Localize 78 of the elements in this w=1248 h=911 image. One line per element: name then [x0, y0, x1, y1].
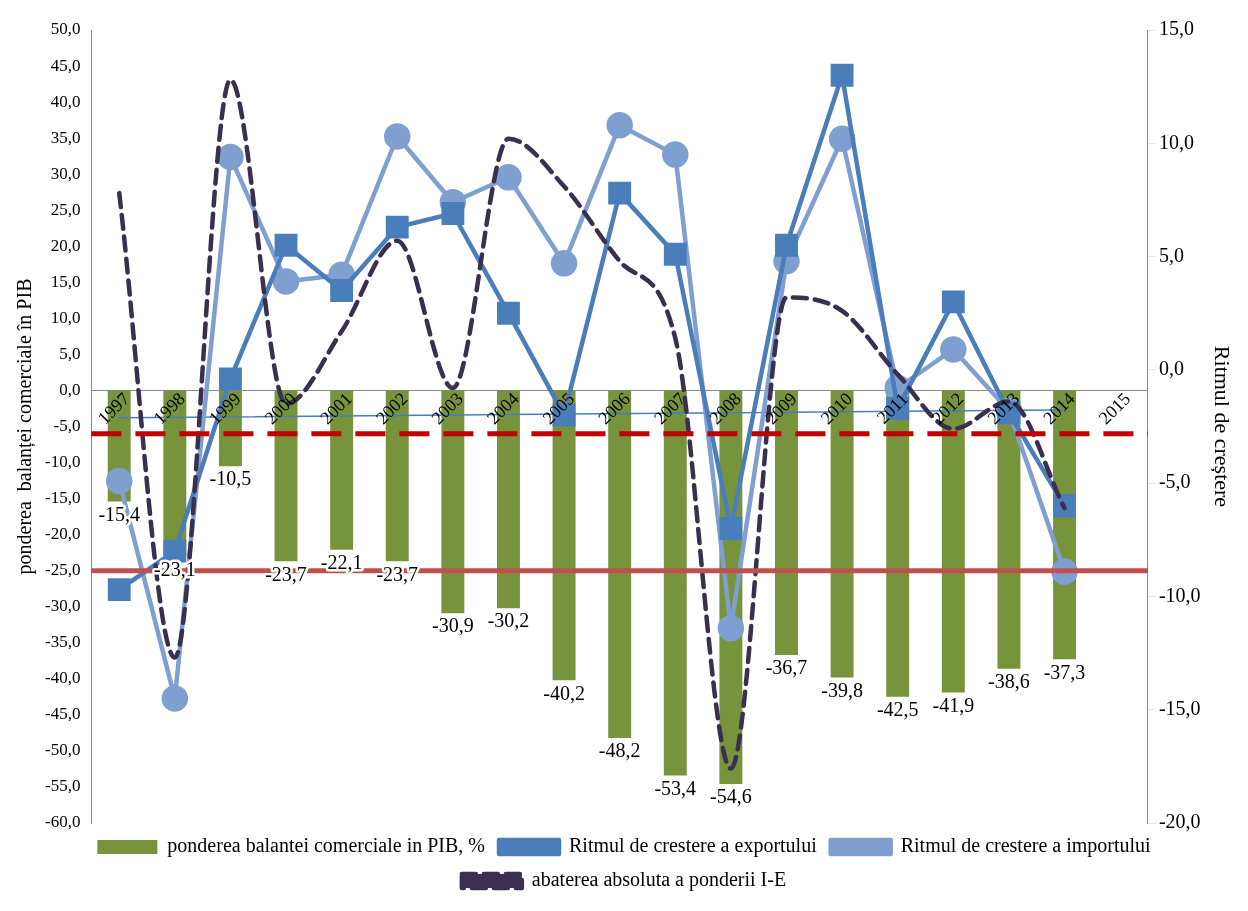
y-tick-label: -10,0	[44, 452, 81, 472]
point	[941, 290, 965, 314]
legend-label: ponderea balantei comerciale in PIB, %	[167, 834, 486, 858]
point	[717, 614, 745, 642]
data-label: -40,2	[543, 681, 585, 704]
y-tick-label: 50,0	[50, 19, 81, 39]
y2-axis-title: Ritmul de creștere	[1210, 345, 1236, 508]
y-tick-label: -35,0	[44, 632, 81, 652]
point	[719, 517, 743, 540]
data-label: -42,5	[876, 698, 919, 721]
y-tick-label: 40,0	[50, 91, 81, 111]
data-label: -36,7	[765, 656, 808, 679]
legend-label: Ritmul de crestere a exportului	[569, 834, 818, 858]
data-label: -30,2	[487, 609, 530, 632]
legend-label: abaterea absoluta a ponderii I-E	[531, 868, 787, 892]
y2-tick-label: 0,0	[1158, 357, 1184, 380]
y-tick-label: -15,0	[44, 488, 81, 508]
point	[606, 111, 633, 139]
y2-tick-label: -5,0	[1158, 470, 1191, 493]
point	[385, 215, 409, 239]
point	[218, 367, 242, 391]
y-tick-label: 35,0	[50, 127, 81, 147]
point	[608, 181, 632, 205]
y-tick-label: -5,0	[53, 415, 81, 435]
y2-tick-label: -20,0	[1158, 810, 1201, 833]
point	[161, 685, 189, 712]
point	[107, 578, 131, 602]
y2-tick-label: -10,0	[1158, 583, 1201, 606]
y-tick-label: -50,0	[44, 740, 81, 760]
point	[163, 539, 187, 563]
y-tick-label: 20,0	[50, 235, 81, 255]
data-label: -10,5	[209, 467, 252, 490]
y-tick-label: -20,0	[44, 524, 81, 544]
data-label: -41,9	[932, 693, 975, 716]
point	[662, 141, 689, 168]
y-tick-label: 15,0	[50, 271, 81, 291]
y2-tick-label: -15,0	[1158, 696, 1201, 719]
y2-tick-label: 10,0	[1158, 130, 1194, 153]
point	[105, 467, 133, 495]
y-tick-label: -55,0	[44, 776, 81, 796]
y-tick-label: 5,0	[59, 343, 81, 363]
data-label: -38,6	[988, 669, 1030, 692]
y-tick-label: -25,0	[44, 560, 81, 580]
point	[663, 242, 687, 266]
y2-tick-label: 5,0	[1158, 243, 1184, 266]
point	[330, 279, 354, 302]
data-label: -53,4	[654, 776, 697, 799]
y-axis-title: ponderea balanței comerciale în PIB	[13, 278, 37, 575]
point	[441, 202, 465, 225]
y-tick-label: -40,0	[44, 668, 81, 688]
y-tick-label: 25,0	[50, 199, 81, 219]
point	[497, 301, 520, 325]
y-tick-label: -60,0	[44, 812, 81, 832]
point	[550, 250, 578, 277]
x-tick-label: 2011	[872, 388, 912, 428]
y-tick-label: 10,0	[50, 307, 81, 327]
y-tick-label: 0,0	[59, 379, 81, 399]
point	[830, 63, 854, 87]
point	[495, 164, 522, 191]
point	[274, 233, 298, 257]
point	[828, 125, 856, 152]
y-tick-label: 45,0	[50, 55, 81, 75]
data-label: -22,1	[320, 551, 363, 574]
y-tick-label: 30,0	[50, 163, 81, 183]
point	[217, 143, 244, 171]
legend-label: Ritmul de crestere a importului	[900, 834, 1152, 858]
data-label: -54,6	[710, 785, 752, 808]
point	[775, 233, 798, 257]
point	[940, 336, 967, 363]
y2-tick-label: 15,0	[1158, 17, 1194, 40]
data-label: -30,9	[432, 614, 474, 637]
y-tick-label: -30,0	[44, 596, 81, 616]
data-label: -37,3	[1043, 660, 1086, 683]
point	[384, 123, 411, 150]
point	[272, 268, 300, 295]
data-label: -39,8	[821, 678, 863, 701]
y-tick-label: -45,0	[44, 704, 81, 724]
data-label: -48,2	[598, 739, 641, 762]
